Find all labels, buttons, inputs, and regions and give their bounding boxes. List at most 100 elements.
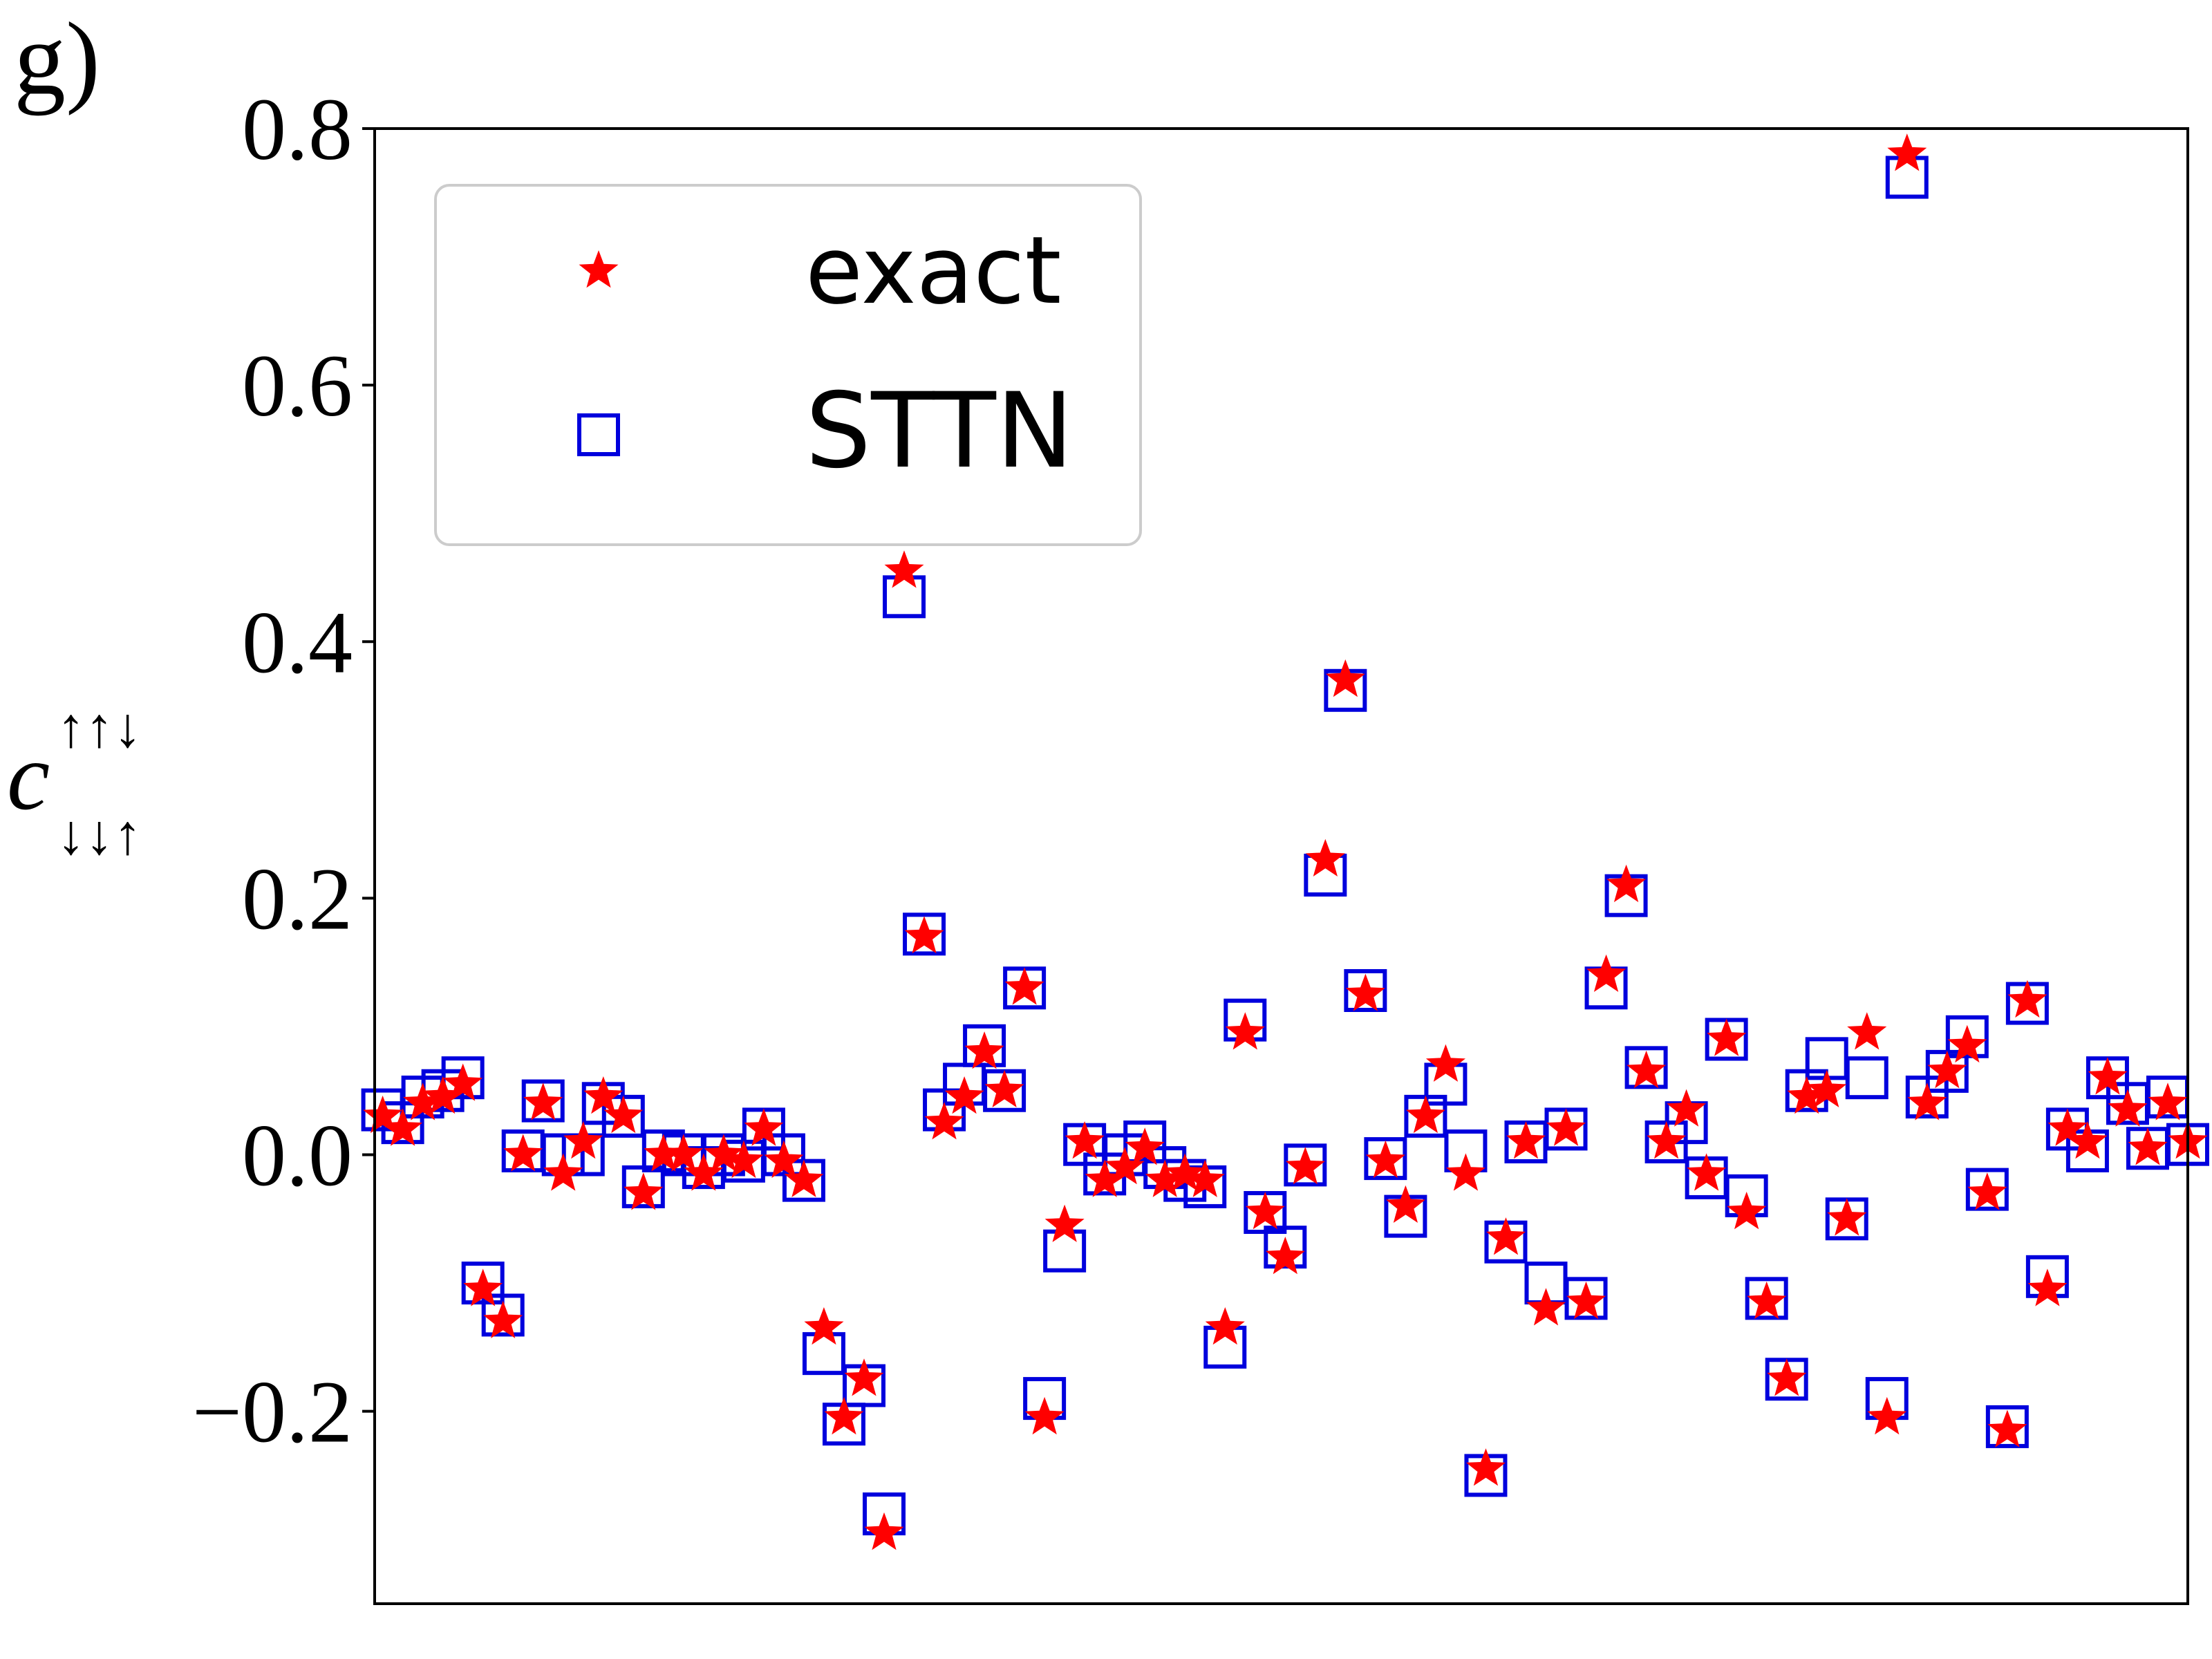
star-marker <box>1546 1108 1586 1146</box>
star-marker <box>784 1159 824 1197</box>
square-marker <box>1284 1143 1327 1187</box>
star-marker <box>1827 1198 1867 1236</box>
star-marker <box>1465 1448 1506 1486</box>
star-marker <box>2047 1108 2088 1146</box>
star-marker <box>964 1031 1004 1069</box>
star-marker <box>1365 1140 1405 1179</box>
star-marker <box>1485 1217 1526 1255</box>
star-marker <box>1024 1396 1065 1435</box>
star-marker <box>463 1268 503 1306</box>
y-label-base: c <box>7 723 50 830</box>
y-axis-label: c ↑↑↓ ↓↓↑ <box>7 696 142 866</box>
star-marker <box>543 1153 583 1191</box>
star-marker <box>583 1076 624 1114</box>
star-marker <box>2088 1057 2128 1095</box>
star-marker <box>844 1358 884 1396</box>
panel-label: g) <box>14 1 100 116</box>
star-marker <box>1687 1153 1727 1191</box>
star-marker <box>403 1082 443 1121</box>
star-marker <box>1667 1089 1707 1127</box>
star-marker <box>864 1512 904 1550</box>
star-marker <box>1325 659 1365 697</box>
star-marker <box>884 550 924 588</box>
star-marker <box>764 1140 804 1179</box>
star-marker <box>1767 1358 1807 1396</box>
y-label-sup: ↑↑↓ <box>57 696 142 759</box>
star-marker <box>1345 973 1385 1011</box>
star-marker <box>2068 1121 2108 1159</box>
star-marker <box>503 1134 543 1172</box>
star-marker <box>984 1069 1024 1107</box>
star-marker <box>2108 1089 2148 1127</box>
star-marker <box>904 916 944 954</box>
star-marker <box>1506 1121 1546 1159</box>
star-marker <box>824 1396 864 1435</box>
plot-frame <box>373 127 2189 1605</box>
square-marker <box>903 912 946 956</box>
y-label-sub: ↓↓↑ <box>57 803 142 866</box>
star-marker <box>2027 1268 2068 1306</box>
star-marker <box>1627 1050 1667 1089</box>
star-marker <box>1004 967 1044 1005</box>
y-tick-label: 0.2 <box>242 850 353 948</box>
star-marker <box>804 1307 844 1345</box>
star-marker <box>1606 864 1647 903</box>
legend: exact STTN <box>434 184 1142 546</box>
star-marker <box>684 1153 724 1191</box>
star-marker <box>1145 1159 1185 1197</box>
star-marker <box>1085 1159 1125 1197</box>
star-marker <box>443 1063 483 1101</box>
star-marker <box>1305 838 1345 877</box>
series-0 <box>363 133 2208 1550</box>
star-marker <box>1707 1018 1747 1056</box>
square-marker <box>1985 1405 2029 1448</box>
y-tick-label: 0.8 <box>242 80 353 178</box>
star-marker <box>523 1082 563 1121</box>
star-marker <box>1225 1012 1265 1050</box>
square-marker <box>1364 1137 1407 1181</box>
square-marker <box>1845 1056 1888 1100</box>
star-marker <box>1205 1307 1245 1345</box>
star-marker <box>744 1108 784 1146</box>
star-marker <box>1947 1024 1987 1063</box>
star-marker <box>1967 1172 2007 1210</box>
star-marker <box>1867 1396 1907 1435</box>
square-marker <box>1564 1277 1608 1320</box>
star-marker <box>1586 954 1627 992</box>
star-marker <box>2128 1127 2168 1165</box>
star-marker <box>1065 1121 1105 1159</box>
star-marker <box>1566 1281 1606 1320</box>
star-marker <box>1807 1069 1847 1107</box>
legend-label: exact <box>805 216 1061 325</box>
star-marker <box>1385 1185 1425 1223</box>
square-marker <box>577 413 620 456</box>
star-marker <box>363 1095 403 1134</box>
y-tick-label: −0.2 <box>192 1363 353 1461</box>
star-marker <box>1165 1153 1205 1191</box>
square-marker <box>1745 1277 1788 1320</box>
square-marker <box>1945 1015 1989 1058</box>
star-marker <box>2007 980 2047 1018</box>
legend-label: STTN <box>805 371 1074 491</box>
star-marker <box>1285 1147 1325 1185</box>
star-marker <box>1907 1082 1947 1121</box>
star-marker <box>1044 1204 1085 1242</box>
star-marker <box>1185 1159 1225 1197</box>
star-marker <box>624 1172 664 1210</box>
star-marker <box>1105 1147 1145 1185</box>
star-marker <box>2148 1082 2188 1121</box>
y-tick-label: 0.6 <box>242 337 353 435</box>
star-marker <box>924 1102 964 1140</box>
star-marker <box>1727 1192 1767 1230</box>
star-marker <box>1125 1127 1165 1165</box>
star-marker <box>563 1121 603 1159</box>
square-marker <box>521 1079 565 1123</box>
star-marker <box>383 1108 423 1146</box>
square-marker <box>481 1293 525 1337</box>
star-marker <box>1747 1281 1787 1320</box>
star-marker <box>1265 1237 1305 1275</box>
star-marker <box>603 1095 644 1134</box>
star-marker <box>1927 1050 1967 1089</box>
star-marker <box>1787 1076 1827 1114</box>
